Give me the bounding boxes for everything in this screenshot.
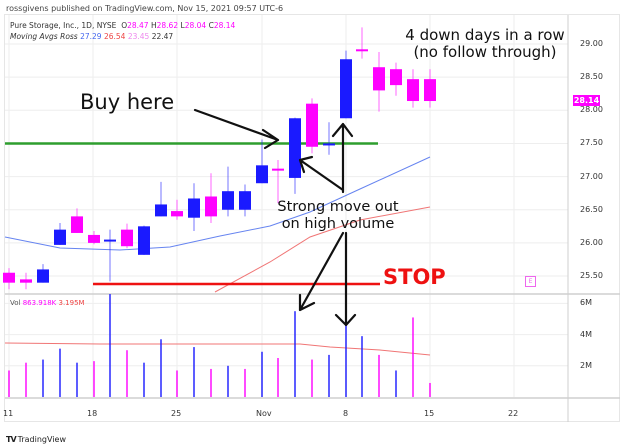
volume-arrow-down-icon (334, 231, 357, 327)
time-axis-tick: 11 (3, 409, 14, 418)
time-axis-tick: Nov (256, 409, 272, 418)
ma-value-3: 23.45 (127, 32, 150, 41)
ohlc-high: 28.62 (156, 21, 179, 30)
chart-legend: Pure Storage, Inc., 1D, NYSE O28.47 H28.… (10, 20, 235, 42)
candle-body (104, 239, 116, 242)
candle-body (306, 103, 318, 147)
strong-move-arrow-up-icon (331, 122, 354, 194)
candle-body (256, 165, 268, 184)
candle-body (88, 234, 100, 243)
candle-body (54, 229, 66, 245)
time-axis-tick: 8 (343, 409, 349, 418)
ohlc-o-label: O (121, 21, 128, 30)
candle-body (323, 143, 335, 146)
ohlc-close: 28.14 (213, 21, 236, 30)
moving-average-line (4, 342, 431, 356)
ohlc-low: 28.04 (184, 21, 207, 30)
candle-body (222, 191, 234, 210)
annotation-strong-line1: Strong move out (277, 199, 399, 215)
annotation-down-days-line2: (no follow through) (413, 43, 557, 61)
candle-body (205, 196, 217, 217)
volume-value: 863.918K (22, 299, 57, 307)
time-axis-tick: 18 (87, 409, 98, 418)
annotation-strong-line2: on high volume (281, 216, 395, 232)
ma-row: Moving Avgs Ross 27.29 26.54 23.45 22.47 (10, 31, 235, 42)
candle-body (20, 279, 32, 283)
annotation-strong-move: Strong move out on high volume (272, 199, 404, 233)
strong-move-arrow-left-icon (298, 155, 345, 192)
publish-info: rossgivens published on TradingView.com,… (6, 4, 284, 13)
buy-arrow-icon (193, 108, 280, 150)
symbol-name: Pure Storage, Inc., 1D, NYSE (10, 21, 117, 30)
candle-body (171, 211, 183, 217)
moving-average-line (4, 156, 431, 251)
price-axis-tick: 25.50 (580, 271, 603, 281)
candle-body (71, 216, 83, 233)
time-axis-tick: 15 (424, 409, 435, 418)
volume-legend: Vol 863.918K 3.195M (10, 299, 85, 307)
ma-label: Moving Avgs Ross (10, 32, 78, 41)
volume-axis-tick: 6M (580, 298, 592, 308)
volume-axis-tick: 4M (580, 329, 592, 339)
price-axis-tick: 26.50 (580, 204, 603, 214)
candle-body (373, 67, 385, 91)
annotation-down-days-line1: 4 down days in a row (405, 26, 565, 44)
candle-body (37, 269, 49, 283)
ohlc-h-label: H (150, 21, 157, 30)
moving-average-line (214, 206, 431, 293)
ma-value-2: 26.54 (103, 32, 126, 41)
candle-body (3, 272, 15, 283)
tradingview-logo[interactable]: TV TradingView (6, 435, 66, 444)
candle-body (155, 204, 167, 217)
candle-body (239, 191, 251, 210)
ma-value-1: 27.29 (80, 32, 102, 41)
price-axis-tick: 27.50 (580, 138, 603, 148)
candle-body (356, 49, 368, 52)
price-axis-tick: 27.00 (580, 171, 603, 181)
volume-arrow-left-icon (298, 231, 345, 312)
price-axis-tick: 28.00 (580, 105, 603, 115)
annotation-buy-here: Buy here (80, 90, 175, 114)
ohlc-c-label: C (208, 21, 214, 30)
ohlc-l-label: L (180, 21, 185, 30)
candle-body (407, 79, 419, 102)
candle-body (188, 198, 200, 218)
candle-body (424, 79, 436, 102)
price-axis-tick: 26.00 (580, 237, 603, 247)
annotation-stop: STOP (383, 265, 446, 289)
candle-body (138, 226, 150, 255)
candle-body (340, 59, 352, 119)
chart-frame (4, 14, 620, 422)
earnings-marker[interactable]: E (525, 276, 536, 287)
volume-axis-tick: 2M (580, 360, 592, 370)
annotation-down-days: 4 down days in a row (no follow through) (395, 27, 575, 61)
price-axis-tick: 29.00 (580, 39, 603, 48)
symbol-row: Pure Storage, Inc., 1D, NYSE O28.47 H28.… (10, 20, 235, 31)
candle-body (289, 118, 301, 178)
ma-value-4: 22.47 (151, 32, 174, 41)
tradingview-logo-text: TradingView (17, 435, 66, 444)
candle-body (121, 229, 133, 247)
ohlc-open: 28.47 (127, 21, 149, 30)
last-price-tag: 28.14 (573, 95, 600, 106)
candle-body (272, 168, 284, 171)
price-axis-tick: 28.50 (580, 72, 603, 82)
candle-body (390, 69, 402, 86)
volume-label: Vol (10, 299, 21, 307)
time-axis-tick: 22 (508, 409, 519, 418)
volume-ma-value: 3.195M (58, 299, 85, 307)
tradingview-logo-mark: TV (6, 435, 17, 444)
time-axis-tick: 25 (171, 409, 182, 418)
